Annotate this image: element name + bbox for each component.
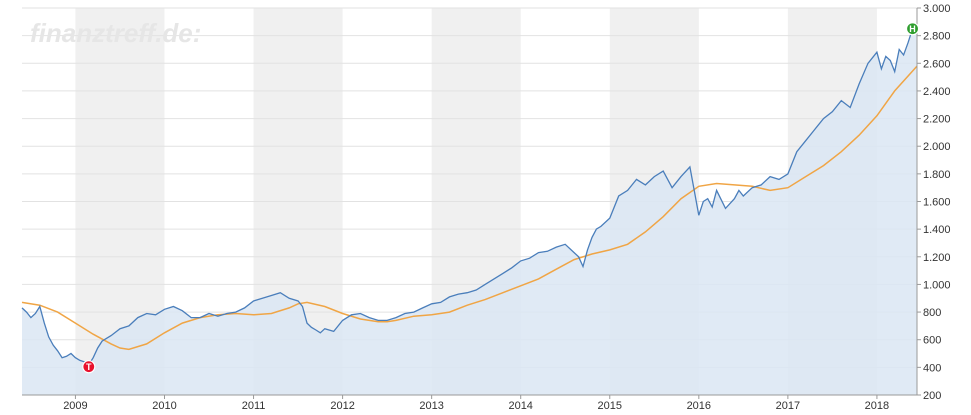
x-axis-ticks: 2009 2010 2011 2012 2013 2014 2015 2016 2017 2018 xyxy=(63,395,889,412)
low-marker: T xyxy=(82,360,96,374)
y-tick-label: 1.000 xyxy=(923,279,951,291)
low-marker-dot xyxy=(82,360,96,374)
y-tick-label: 1.800 xyxy=(923,169,951,181)
y-tick-label: 800 xyxy=(923,307,941,319)
high-marker-label: H xyxy=(909,24,916,34)
x-tick-label: 2015 xyxy=(598,400,622,412)
y-tick-label: 1.400 xyxy=(923,224,951,236)
y-tick-label: 2.200 xyxy=(923,114,951,126)
price-area xyxy=(22,28,917,395)
x-tick-label: 2016 xyxy=(687,400,711,412)
x-tick-label: 2013 xyxy=(419,400,443,412)
x-tick-label: 2011 xyxy=(242,400,266,412)
x-tick-label: 2010 xyxy=(152,400,176,412)
y-tick-label: 400 xyxy=(923,362,941,374)
y-tick-label: 1.200 xyxy=(923,252,951,264)
y-tick-label: 2.600 xyxy=(923,58,951,70)
y-tick-label: 2.400 xyxy=(923,86,951,98)
y-tick-label: 2.800 xyxy=(923,31,951,43)
y-tick-label: 2.000 xyxy=(923,141,951,153)
y-tick-label: 1.600 xyxy=(923,197,951,209)
high-marker-dot xyxy=(905,22,920,36)
x-tick-label: 2017 xyxy=(776,400,800,412)
x-tick-label: 2012 xyxy=(330,400,354,412)
y-tick-label: 3.000 xyxy=(923,3,951,15)
price-line xyxy=(21,27,918,366)
y-tick-label: 200 xyxy=(923,390,941,402)
x-tick-label: 2018 xyxy=(865,400,889,412)
extreme-markers: TH xyxy=(82,22,920,374)
high-marker: H xyxy=(905,22,920,36)
x-tick-label: 2009 xyxy=(63,400,87,412)
low-marker-label: T xyxy=(86,362,92,372)
y-tick-label: 600 xyxy=(923,335,941,347)
watermark: finanztreff.de: xyxy=(30,18,201,48)
x-tick-label: 2014 xyxy=(508,400,532,412)
y-axis-ticks: 200 400 600 800 1.000 1.200 1.400 1.600 1.800 2.0… xyxy=(917,3,951,402)
